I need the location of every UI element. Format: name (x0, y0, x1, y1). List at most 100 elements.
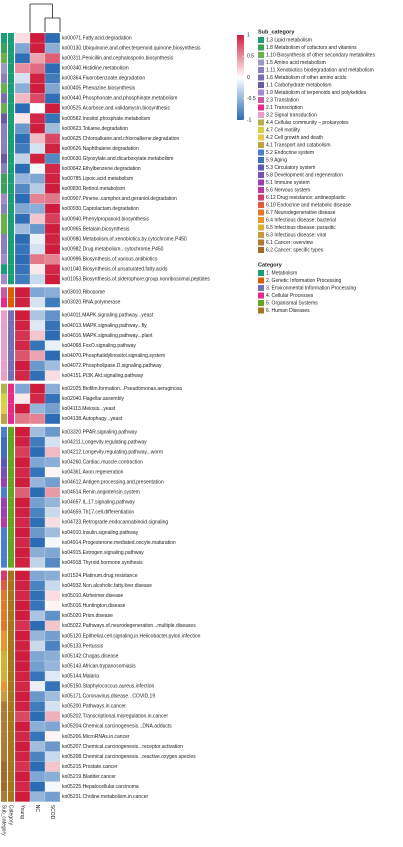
legend-label: 1.5 Amino acid metabolism (266, 60, 326, 66)
heat-cell (44, 403, 61, 414)
legend-label: 1.8 Metabolism of cofactors and vitamins (266, 45, 357, 51)
sub-category-cell (1, 426, 7, 437)
heat-cell (29, 660, 46, 672)
sub-category-cell (1, 557, 7, 568)
heat-cell (14, 393, 31, 404)
row-label: ko05142.Chagas.disease (62, 653, 119, 659)
row-label: ko05143.African.trypanosomiasis (62, 663, 136, 669)
row-label: ko04070.Phosphatidylinositol.signaling.s… (62, 353, 165, 359)
row-label: ko04211.Longevity.regulating.pathway (62, 439, 147, 445)
heat-cell (44, 761, 61, 772)
sub-category-cell (1, 63, 7, 74)
legend-swatch (258, 127, 264, 133)
legend-swatch (258, 285, 264, 291)
legend-swatch (258, 74, 264, 81)
row-label: ko04361.Axon.regeneration (62, 469, 124, 475)
dendrogram-branch (29, 3, 53, 32)
category-cell (8, 274, 14, 285)
legend-label: 5. Organismal Systems (266, 300, 318, 306)
heat-cell (14, 487, 31, 498)
sub-category-cell (1, 447, 7, 458)
category-cell (8, 610, 14, 621)
sub-category-cell (1, 711, 7, 722)
heat-cell (29, 340, 46, 351)
heat-cell (29, 360, 46, 371)
heat-cell (44, 477, 61, 488)
heat-cell (14, 580, 31, 591)
category-cell (8, 73, 14, 84)
heat-cell (14, 93, 31, 104)
category-cell (8, 751, 14, 762)
row-label: ko04011.MAPK.signaling.pathway...yeast (62, 313, 154, 319)
legend-title: Sub_category (258, 29, 295, 35)
row-label: ko04072.Phospholipase.D.signaling.pathwa… (62, 363, 162, 369)
sub-category-cell (1, 53, 7, 64)
legend-swatch (258, 52, 264, 58)
category-cell (8, 83, 14, 94)
heat-cell (14, 383, 31, 394)
sub-category-cell (1, 721, 7, 732)
heat-cell (44, 173, 61, 184)
heat-cell (29, 711, 46, 722)
row-label: ko04910.Insulin.signaling.pathway (62, 530, 139, 536)
sub-category-cell (1, 383, 7, 394)
row-label: ko05133.Pertussis (62, 643, 104, 649)
heat-cell (29, 456, 46, 468)
row-label: ko00311.Penicillin.and.cephalosporin.bio… (62, 55, 174, 61)
heat-cell (14, 52, 31, 64)
heat-cell (14, 83, 31, 94)
legend-swatch (258, 232, 264, 238)
sub-category-cell (1, 33, 7, 44)
legend-label: 5.8 Development and regeneration (266, 172, 343, 178)
category-cell (8, 310, 14, 321)
sub-category-cell (1, 487, 7, 498)
heat-cell (14, 701, 31, 712)
row-label: ko04659.Th17.cell.differentiation (62, 510, 134, 516)
legend-label: 4. Cellular Processes (266, 293, 314, 299)
legend-label: 6.3 Infectious disease: viral (266, 232, 326, 238)
heat-cell (14, 721, 31, 732)
heat-cell (44, 233, 61, 245)
sub-category-cell (1, 234, 7, 245)
category-cell (8, 771, 14, 782)
heat-cell (44, 791, 61, 802)
heat-cell (44, 570, 61, 581)
heat-cell (44, 467, 61, 478)
heat-cell (29, 771, 46, 782)
category-cell (8, 297, 14, 308)
row-label: ko00405.Phenazine.biosynthesis (62, 86, 136, 92)
category-cell (8, 557, 14, 568)
legend-swatch (258, 164, 264, 171)
legend-swatch (258, 119, 264, 126)
heat-cell (44, 660, 61, 672)
heat-cell (29, 670, 46, 682)
category-cell (8, 93, 14, 104)
category-cell (8, 103, 14, 114)
row-label: ko04612.Antigen.processing.and.presentat… (62, 480, 164, 486)
heat-cell (29, 123, 46, 134)
heat-cell (44, 223, 61, 235)
row-label: ko04016.MAPK.signaling.pathway...plant (62, 333, 153, 339)
category-cell (8, 340, 14, 351)
legend-swatch (258, 82, 264, 88)
heat-cell (14, 173, 31, 184)
heat-cell (44, 63, 61, 74)
category-cell (8, 133, 14, 144)
sub-category-cell (1, 761, 7, 772)
row-label: ko00980.Metabolism.of.xenobiotics.by.cyt… (62, 236, 187, 242)
row-label: ko05215.Prostate.cancer (62, 764, 118, 770)
category-cell (8, 640, 14, 651)
heat-cell (29, 610, 46, 621)
legend-label: 1. Metabolism (266, 270, 297, 276)
category-cell (8, 393, 14, 404)
heat-cell (14, 243, 31, 255)
sub-category-cell (1, 254, 7, 265)
category-cell (8, 661, 14, 672)
sub-category-cell (1, 580, 7, 591)
heat-cell (14, 274, 31, 285)
row-label: ko05010.Alzheimer.disease (62, 593, 123, 599)
row-label: ko00626.Naphthalene.degradation (62, 146, 139, 152)
heat-cell (44, 287, 61, 298)
legend-swatch (258, 157, 264, 163)
heat-cell (44, 537, 61, 548)
